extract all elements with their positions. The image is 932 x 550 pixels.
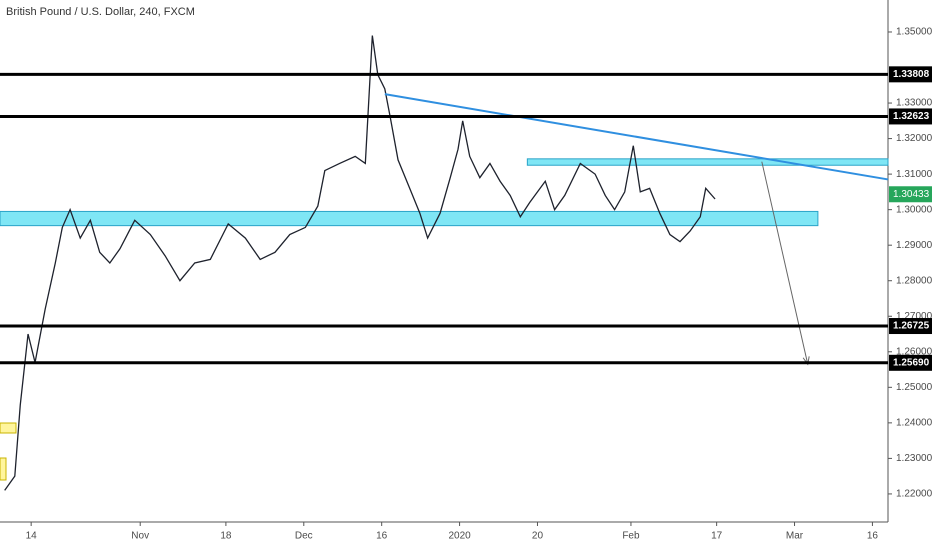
arrow xyxy=(761,161,809,365)
y-tick-label: 1.31000 xyxy=(896,169,932,180)
level-label: 1.25690 xyxy=(893,357,930,368)
y-tick-label: 1.32000 xyxy=(896,133,932,144)
x-tick-label: 14 xyxy=(26,531,38,542)
level-tag xyxy=(889,66,932,83)
level-tag xyxy=(889,354,932,371)
x-tick-label: 2020 xyxy=(448,531,471,542)
x-tick-label: Nov xyxy=(131,531,149,542)
y-tick-label: 1.26000 xyxy=(896,346,932,357)
marker-box xyxy=(0,457,7,481)
y-tick-label: 1.29000 xyxy=(896,240,932,251)
level-tag xyxy=(889,108,932,125)
y-tick-label: 1.30000 xyxy=(896,204,932,215)
level-label: 1.32623 xyxy=(893,111,930,122)
level-label: 1.26725 xyxy=(893,321,930,332)
y-tick-label: 1.25000 xyxy=(896,382,932,393)
zone xyxy=(526,158,889,166)
x-tick-label: 18 xyxy=(220,531,232,542)
trendline xyxy=(384,93,889,181)
x-tick-label: Dec xyxy=(295,531,313,542)
chart-title: British Pound / U.S. Dollar, 240, FXCM xyxy=(6,6,195,18)
y-tick-label: 1.24000 xyxy=(896,417,932,428)
price-line xyxy=(4,35,716,491)
y-tick-label: 1.35000 xyxy=(896,27,932,38)
zone xyxy=(0,210,819,227)
y-tick-label: 1.27000 xyxy=(896,311,932,322)
x-tick-label: 16 xyxy=(867,531,879,542)
y-tick-label: 1.22000 xyxy=(896,489,932,500)
x-tick-label: 17 xyxy=(711,531,723,542)
x-tick-label: 16 xyxy=(376,531,388,542)
level-label: 1.33808 xyxy=(893,69,930,80)
last-price-tag xyxy=(889,186,932,203)
x-tick-label: 20 xyxy=(532,531,544,542)
x-tick-label: Mar xyxy=(786,531,804,542)
marker-box xyxy=(0,422,17,434)
last-price-label: 1.30433 xyxy=(893,189,930,200)
y-tick-label: 1.28000 xyxy=(896,275,932,286)
x-tick-label: Feb xyxy=(622,531,640,542)
y-tick-label: 1.23000 xyxy=(896,453,932,464)
y-tick-label: 1.33000 xyxy=(896,98,932,109)
level-tag xyxy=(889,318,932,335)
